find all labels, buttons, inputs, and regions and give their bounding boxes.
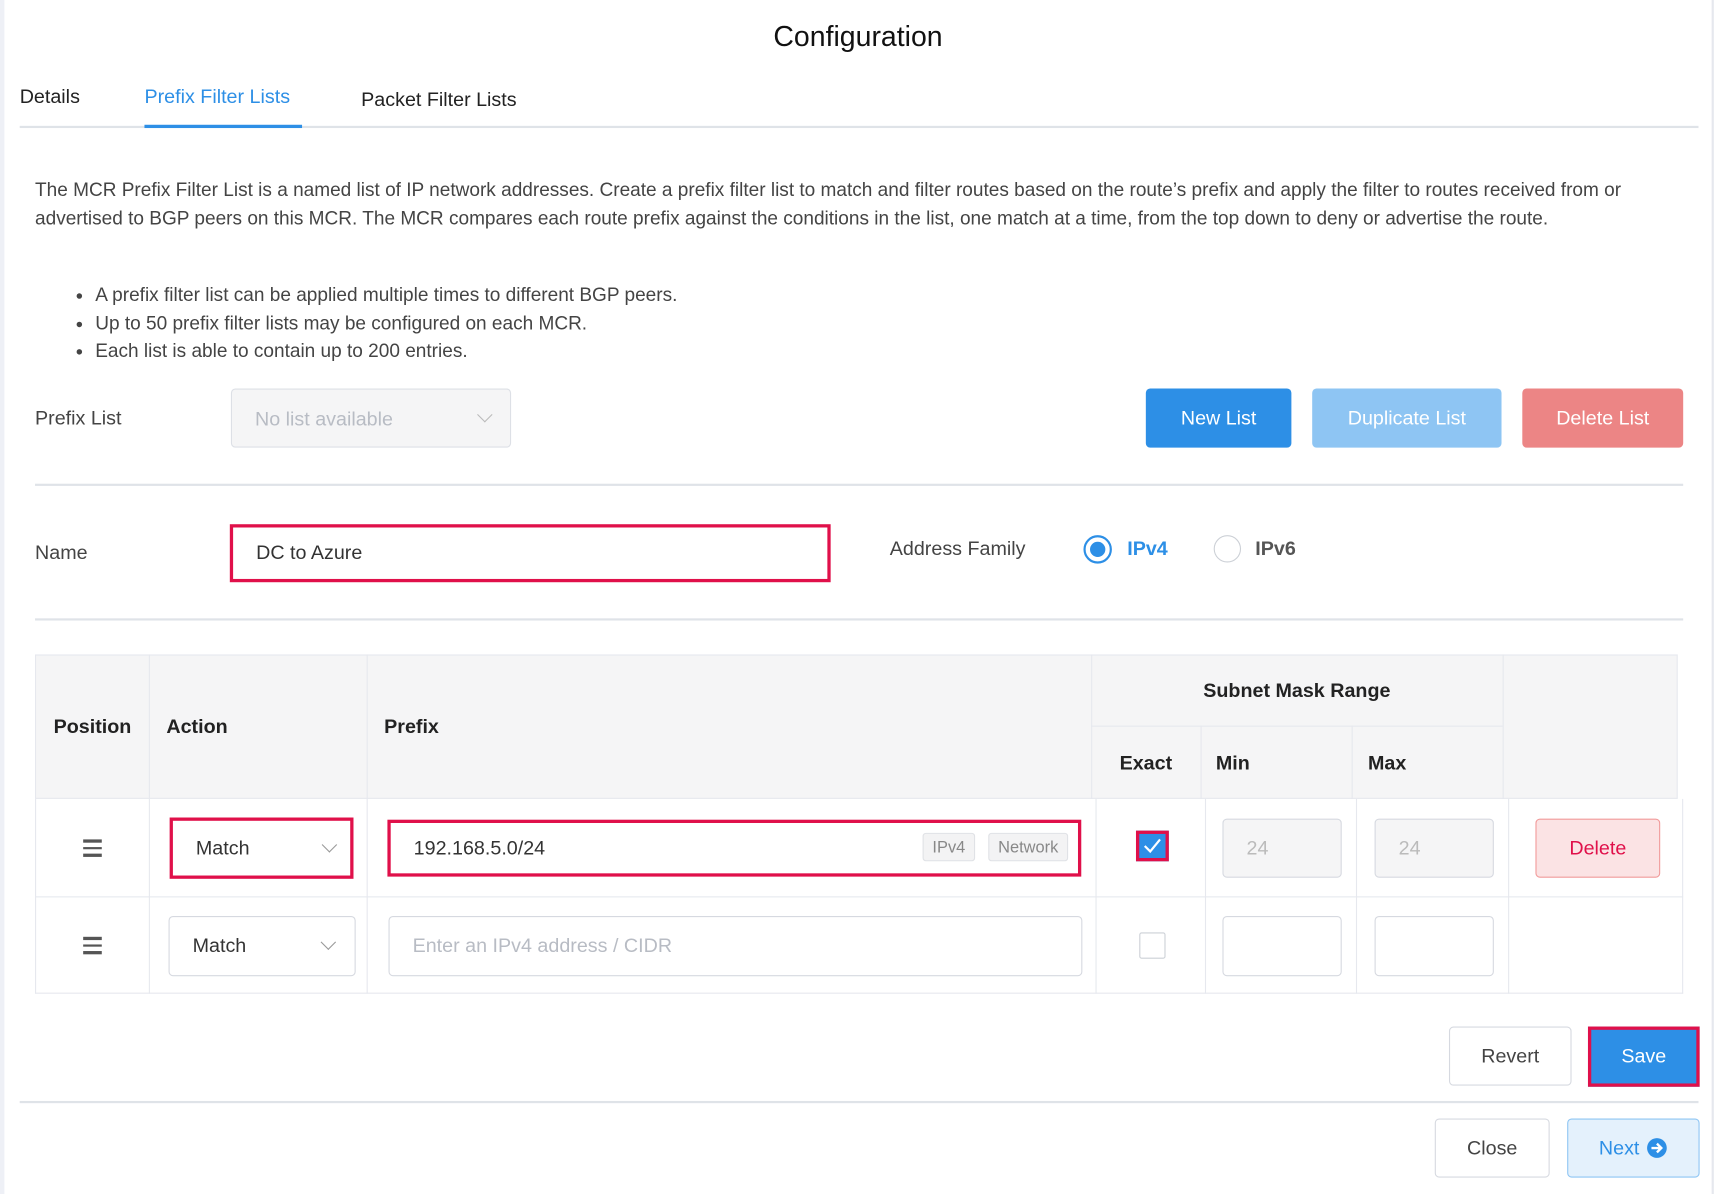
tab-divider <box>19 125 1699 129</box>
footer-divider <box>19 1100 1699 1104</box>
prefix-value: 192.168.5.0/24 <box>413 836 546 859</box>
description: The MCR Prefix Filter List is a named li… <box>35 178 1622 229</box>
active-tab-indicator <box>144 124 303 129</box>
exact-checkbox[interactable] <box>1135 830 1169 862</box>
min-value: 24 <box>1246 836 1269 859</box>
header-max: Max <box>1368 751 1407 774</box>
radio-ipv4[interactable] <box>1083 535 1112 564</box>
action-select[interactable]: Match <box>168 916 356 977</box>
header-prefix: Prefix <box>384 715 439 738</box>
scrollbar-track[interactable] <box>1711 0 1714 1194</box>
action-select[interactable]: Match <box>169 817 354 879</box>
max-value: 24 <box>1398 836 1421 859</box>
address-family-label: Address Family <box>889 537 1026 560</box>
max-input[interactable] <box>1374 916 1494 977</box>
action-value: Match <box>195 836 250 859</box>
prefix-list-label: Prefix List <box>35 407 122 430</box>
radio-ipv4-label[interactable]: IPv4 <box>1127 537 1168 560</box>
header-subnet-mask-range: Subnet Mask Range <box>1203 679 1391 702</box>
ipv4-tag: IPv4 <box>922 832 976 862</box>
bullet-item: Each list is able to contain up to 200 e… <box>95 337 677 365</box>
name-label: Name <box>35 541 88 564</box>
drag-handle-icon[interactable] <box>83 936 102 958</box>
chevron-down-icon <box>320 934 337 951</box>
radio-ipv6-label[interactable]: IPv6 <box>1255 537 1296 560</box>
page-title: Configuration <box>773 19 943 53</box>
name-input[interactable]: DC to Azure <box>229 524 831 583</box>
info-bullets: A prefix filter list can be applied mult… <box>35 281 677 365</box>
tab-packet-filter-lists[interactable]: Packet Filter Lists <box>361 88 517 111</box>
tab-prefix-filter-lists[interactable]: Prefix Filter Lists <box>144 85 291 108</box>
header-position: Position <box>53 715 132 738</box>
delete-list-button[interactable]: Delete List <box>1522 388 1684 448</box>
prefix-list-select[interactable]: No list available <box>230 388 512 448</box>
header-min: Min <box>1215 751 1250 774</box>
divider <box>35 483 1684 486</box>
max-input[interactable]: 24 <box>1374 818 1494 878</box>
next-label: Next <box>1598 1136 1640 1159</box>
min-input[interactable]: 24 <box>1222 818 1342 878</box>
header-exact: Exact <box>1119 751 1173 774</box>
bullet-item: Up to 50 prefix filter lists may be conf… <box>95 309 677 337</box>
bullet-item: A prefix filter list can be applied mult… <box>95 281 677 309</box>
save-button[interactable]: Save <box>1587 1026 1700 1087</box>
min-input[interactable] <box>1222 916 1342 977</box>
prefix-list-placeholder: No list available <box>254 408 393 431</box>
checkmark-icon <box>1143 838 1161 854</box>
name-value: DC to Azure <box>256 541 363 564</box>
prefix-input[interactable]: 192.168.5.0/24 IPv4 Network <box>387 819 1082 877</box>
chevron-down-icon <box>321 837 338 853</box>
duplicate-list-button[interactable]: Duplicate List <box>1312 388 1502 448</box>
left-border <box>0 0 5 1194</box>
exact-checkbox[interactable] <box>1139 932 1166 959</box>
prefix-input[interactable]: Enter an IPv4 address / CIDR <box>388 916 1083 977</box>
drag-handle-icon[interactable] <box>83 839 102 860</box>
close-button[interactable]: Close <box>1434 1118 1550 1178</box>
radio-dot <box>1090 541 1106 558</box>
table-header <box>35 654 1678 799</box>
arrow-right-circle-icon <box>1647 1138 1667 1158</box>
network-tag: Network <box>988 832 1069 862</box>
prefix-placeholder: Enter an IPv4 address / CIDR <box>412 934 673 957</box>
header-action: Action <box>166 715 228 738</box>
radio-ipv6[interactable] <box>1213 535 1242 563</box>
divider <box>35 618 1684 621</box>
new-list-button[interactable]: New List <box>1145 388 1292 448</box>
revert-button[interactable]: Revert <box>1448 1026 1572 1086</box>
action-value: Match <box>192 934 247 957</box>
delete-row-button[interactable]: Delete <box>1535 818 1661 878</box>
chevron-down-icon <box>477 407 493 423</box>
tab-details[interactable]: Details <box>19 85 80 108</box>
next-button[interactable]: Next <box>1567 1118 1700 1178</box>
